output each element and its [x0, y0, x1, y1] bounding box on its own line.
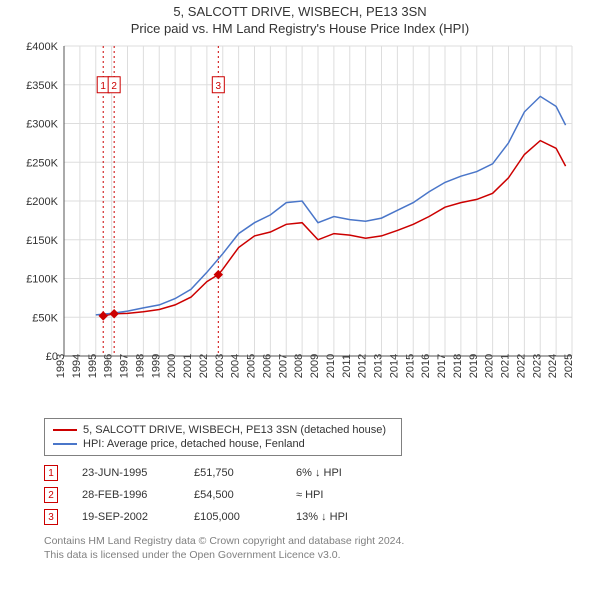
xtick-label: 2004: [230, 354, 242, 378]
xtick-label: 2025: [563, 354, 575, 378]
xtick-label: 2024: [547, 354, 559, 378]
xtick-label: 1997: [119, 354, 131, 378]
sale-price: £51,750: [194, 467, 272, 479]
page-title: 5, SALCOTT DRIVE, WISBECH, PE13 3SN: [0, 4, 600, 19]
series-hpi: [96, 96, 566, 315]
page-subtitle: Price paid vs. HM Land Registry's House …: [0, 19, 600, 36]
ytick-label: £200K: [26, 196, 58, 208]
legend-row: 5, SALCOTT DRIVE, WISBECH, PE13 3SN (det…: [53, 423, 393, 437]
xtick-label: 2006: [261, 354, 273, 378]
xtick-label: 2008: [293, 354, 305, 378]
xtick-label: 1996: [103, 354, 115, 378]
series-property: [103, 141, 565, 316]
legend-swatch: [53, 429, 77, 431]
xtick-label: 2013: [373, 354, 385, 378]
sale-row: 2 28-FEB-1996 £54,500 ≈ HPI: [44, 484, 580, 506]
ytick-label: £400K: [26, 41, 58, 53]
xtick-label: 2000: [166, 354, 178, 378]
xtick-label: 2005: [246, 354, 258, 378]
xtick-label: 2023: [531, 354, 543, 378]
xtick-label: 2012: [357, 354, 369, 378]
sale-diff: ≈ HPI: [296, 489, 386, 501]
ytick-label: £100K: [26, 274, 58, 286]
chart-legend: 5, SALCOTT DRIVE, WISBECH, PE13 3SN (det…: [44, 418, 402, 456]
xtick-label: 2010: [325, 354, 337, 378]
xtick-label: 2009: [309, 354, 321, 378]
sale-diff: 13% ↓ HPI: [296, 511, 386, 523]
sale-number-box: 1: [44, 465, 58, 481]
sale-number-box: 3: [44, 509, 58, 525]
xtick-label: 2020: [484, 354, 496, 378]
xtick-label: 2019: [468, 354, 480, 378]
xtick-label: 2003: [214, 354, 226, 378]
ytick-label: £50K: [32, 312, 58, 324]
xtick-label: 2001: [182, 354, 194, 378]
xtick-label: 2017: [436, 354, 448, 378]
legend-label: 5, SALCOTT DRIVE, WISBECH, PE13 3SN (det…: [83, 424, 386, 436]
sale-price: £105,000: [194, 511, 272, 523]
chart-svg: £0£50K£100K£150K£200K£250K£300K£350K£400…: [20, 40, 580, 410]
price-chart: £0£50K£100K£150K£200K£250K£300K£350K£400…: [20, 40, 580, 410]
sale-label-num: 1: [100, 81, 106, 92]
xtick-label: 2015: [404, 354, 416, 378]
xtick-label: 2022: [515, 354, 527, 378]
legend-row: HPI: Average price, detached house, Fenl…: [53, 437, 393, 451]
legend-label: HPI: Average price, detached house, Fenl…: [83, 438, 305, 450]
ytick-label: £150K: [26, 235, 58, 247]
xtick-label: 2002: [198, 354, 210, 378]
xtick-label: 2021: [500, 354, 512, 378]
sale-marker-icon: [99, 312, 107, 320]
xtick-label: 1995: [87, 354, 99, 378]
xtick-label: 1994: [71, 354, 83, 378]
licence-text: Contains HM Land Registry data © Crown c…: [44, 534, 580, 562]
ytick-label: £350K: [26, 80, 58, 92]
xtick-label: 2018: [452, 354, 464, 378]
sale-number-box: 2: [44, 487, 58, 503]
xtick-label: 1999: [150, 354, 162, 378]
ytick-label: £300K: [26, 119, 58, 131]
sale-date: 19-SEP-2002: [82, 511, 170, 523]
sale-row: 1 23-JUN-1995 £51,750 6% ↓ HPI: [44, 462, 580, 484]
licence-line-2: This data is licensed under the Open Gov…: [44, 548, 580, 562]
xtick-label: 1993: [55, 354, 67, 378]
sale-price: £54,500: [194, 489, 272, 501]
sale-date: 28-FEB-1996: [82, 489, 170, 501]
sale-diff: 6% ↓ HPI: [296, 467, 386, 479]
ytick-label: £250K: [26, 157, 58, 169]
xtick-label: 1998: [134, 354, 146, 378]
xtick-label: 2016: [420, 354, 432, 378]
sale-row: 3 19-SEP-2002 £105,000 13% ↓ HPI: [44, 506, 580, 528]
sales-table: 1 23-JUN-1995 £51,750 6% ↓ HPI 2 28-FEB-1996 £…: [44, 462, 580, 528]
licence-line-1: Contains HM Land Registry data © Crown c…: [44, 534, 580, 548]
legend-swatch: [53, 443, 77, 445]
xtick-label: 2014: [388, 354, 400, 378]
sale-label-num: 2: [111, 81, 117, 92]
xtick-label: 2007: [277, 354, 289, 378]
sale-label-num: 3: [216, 81, 222, 92]
xtick-label: 2011: [341, 354, 353, 378]
sale-date: 23-JUN-1995: [82, 467, 170, 479]
